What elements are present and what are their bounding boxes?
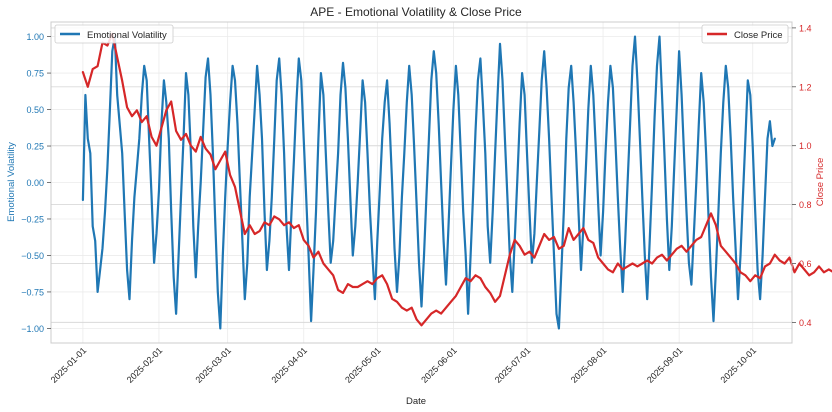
left-tick-label: 0.75 (26, 69, 44, 79)
x-axis-label: Date (406, 396, 426, 407)
legend-volatility-label: Emotional Volatility (87, 30, 167, 41)
volatility-series-layer (81, 35, 776, 330)
close-price-series-layer (81, 32, 832, 327)
right-tick-label: 0.4 (799, 318, 812, 328)
left-tick-label: −0.75 (21, 287, 44, 297)
left-axis-ticks: 1.00 0.75 0.50 0.25 0.00 −0.25 −0.50 −0.75 −1.00 (21, 32, 51, 334)
left-tick-label: −0.50 (21, 251, 44, 261)
left-tick-label: −1.00 (21, 324, 44, 334)
left-tick-label: −0.25 (21, 214, 44, 224)
right-axis-ticks: 1.4 1.2 1.0 0.8 0.6 0.4 (792, 23, 812, 328)
left-axis-label: Emotional Volatility (6, 142, 17, 222)
legend-close-price: Close Price (701, 24, 789, 44)
chart-title: APE - Emotional Volatility & Close Price (310, 5, 522, 19)
right-tick-label: 1.0 (799, 141, 812, 151)
close-price-line (81, 32, 832, 327)
right-axis-label: Close Price (815, 158, 826, 207)
legend-volatility-box (54, 24, 174, 44)
right-tick-label: 0.8 (799, 200, 812, 210)
legend-volatility: Emotional Volatility (54, 24, 174, 44)
right-tick-label: 0.6 (799, 259, 812, 269)
left-tick-label: 0.50 (26, 105, 44, 115)
right-tick-label: 1.4 (799, 23, 812, 33)
left-tick-label: 0.00 (26, 178, 44, 188)
legend-close-box (701, 24, 789, 44)
left-tick-label: 1.00 (26, 32, 44, 42)
legend-close-label: Close Price (734, 30, 783, 41)
right-tick-label: 1.2 (799, 82, 812, 92)
left-tick-label: 0.25 (26, 142, 44, 152)
